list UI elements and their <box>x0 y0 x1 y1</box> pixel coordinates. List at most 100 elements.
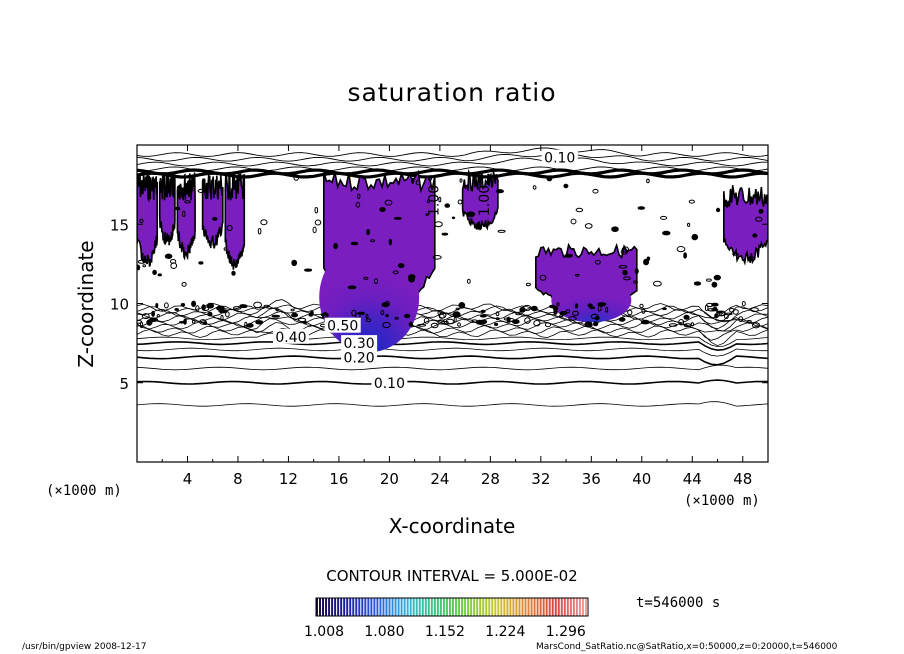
colorbar-swatch <box>566 598 569 616</box>
contour-speck <box>637 206 645 210</box>
contour-speck <box>546 175 553 182</box>
contour-speck <box>556 302 560 307</box>
contour-label: 0.30 <box>344 336 375 352</box>
contour-speck <box>480 314 487 318</box>
colorbar-swatch <box>512 598 515 616</box>
contour-speck <box>549 304 556 309</box>
contour-speck <box>678 319 685 326</box>
contour-line <box>137 157 768 167</box>
colorbar-swatch <box>445 598 448 616</box>
x-unit-right: (×1000 m) <box>684 493 760 509</box>
colorbar-swatch <box>527 598 530 616</box>
contour-speck <box>355 201 361 208</box>
contour-label: 0.40 <box>275 330 306 346</box>
contour-line <box>137 147 768 157</box>
contour-speck <box>426 199 430 204</box>
contour-speck <box>592 188 599 194</box>
colorbar-tick-label: 1.080 <box>364 624 405 640</box>
contour-speck <box>417 323 427 327</box>
contour-speck <box>503 317 510 321</box>
contour-speck <box>198 261 204 265</box>
contour-speck <box>495 311 500 317</box>
contour-speck <box>191 300 197 307</box>
contour-line <box>137 166 768 172</box>
contour-speck <box>365 318 372 323</box>
contour-speck <box>444 203 451 208</box>
colorbar-swatch <box>485 598 488 616</box>
contour-speck <box>691 233 699 241</box>
x-tick-label: 24 <box>430 470 449 488</box>
contour-speck <box>641 308 646 314</box>
colorbar-swatch <box>488 598 491 616</box>
contour-label-bg <box>371 374 408 390</box>
contour-speck <box>643 258 650 266</box>
contour-speck <box>425 213 429 216</box>
colorbar-swatch <box>455 598 457 616</box>
contour-speck <box>755 216 763 222</box>
contour-speck <box>623 276 631 281</box>
contour-speck <box>432 254 442 260</box>
x-tick-label: 36 <box>582 470 601 488</box>
colorbar-swatch <box>349 598 352 616</box>
contour-speck <box>379 207 386 212</box>
contour-speck <box>544 322 552 328</box>
contour-speck <box>559 311 568 316</box>
contour-speck <box>380 310 385 315</box>
contour-speck <box>297 317 307 322</box>
colorbar-swatch <box>391 598 394 616</box>
contour-speck <box>597 305 602 312</box>
colorbar-swatch <box>533 598 536 616</box>
contour-speck <box>219 309 228 314</box>
y-axis-label: Z-coordinate <box>74 240 98 368</box>
contour-speck <box>174 308 179 311</box>
contour-speck <box>653 280 662 287</box>
contour-speck <box>530 305 538 312</box>
x-tick-label: 8 <box>233 470 243 488</box>
contour-speck <box>441 232 449 236</box>
colorbar-swatch <box>491 598 494 616</box>
colorbar-swatch <box>448 598 451 616</box>
contour-speck <box>428 176 432 182</box>
contour-speck <box>640 319 650 325</box>
contour-speck <box>333 242 338 250</box>
contour-speck <box>275 308 279 312</box>
contour-speck <box>452 311 461 318</box>
contour-speck <box>511 319 520 325</box>
contour-line <box>137 152 768 162</box>
contour-speck <box>239 304 246 308</box>
contour-speck <box>220 314 224 322</box>
contour-speck <box>662 230 671 236</box>
contour-speck <box>182 210 186 218</box>
contour-speck <box>392 270 399 275</box>
colorbar-swatch <box>400 598 403 616</box>
x-tick-label: 44 <box>683 470 702 488</box>
contour-speck <box>260 219 268 226</box>
colorbar-swatch <box>364 598 367 616</box>
contour-speck <box>660 215 668 220</box>
contour-label-bg <box>341 349 378 365</box>
colorbar-swatch <box>575 598 578 616</box>
supersaturated-region <box>158 172 176 246</box>
contour-speck <box>174 206 181 211</box>
x-tick-label: 32 <box>531 470 550 488</box>
colorbar-swatch <box>524 598 527 616</box>
contour-speck <box>620 248 628 255</box>
contour-speck <box>164 253 173 259</box>
contour-speck <box>438 196 442 203</box>
contour-speck <box>347 285 357 290</box>
contour-speck <box>532 185 537 190</box>
contour-speck <box>385 314 389 318</box>
supersaturated-region <box>201 174 224 249</box>
contour-speck <box>618 265 628 269</box>
contour-speck <box>253 301 263 309</box>
contour-speck <box>187 179 192 186</box>
supersaturated-region <box>176 172 196 261</box>
colorbar-swatch <box>442 598 445 616</box>
contour-speck <box>384 300 390 307</box>
contour-speck <box>618 317 626 322</box>
contour-speck <box>519 306 526 313</box>
contour-speck <box>704 304 709 311</box>
colorbar-swatch <box>494 598 497 616</box>
colorbar-swatch <box>539 598 542 616</box>
